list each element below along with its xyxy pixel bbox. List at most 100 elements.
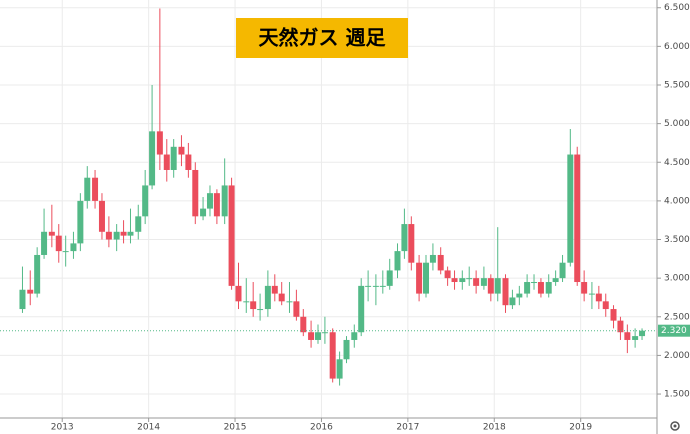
candle-body: [206, 193, 213, 209]
candle-body: [142, 185, 149, 217]
candle-body: [308, 332, 315, 340]
candle-body: [610, 309, 617, 321]
candle-body: [55, 235, 62, 252]
candle-body: [531, 282, 538, 284]
y-tick-label: 3.500: [664, 235, 690, 245]
y-tick-label: 6.000: [664, 42, 690, 52]
candle-body: [293, 301, 300, 317]
candle-body: [48, 231, 55, 236]
candle-body: [437, 254, 444, 271]
candle-body: [617, 320, 624, 333]
y-tick-label: 3.000: [664, 274, 690, 284]
candle-body: [321, 332, 328, 334]
candle-body: [372, 285, 379, 287]
candle-body: [163, 154, 170, 170]
x-tick-label: 2013: [51, 423, 74, 433]
chart-title: 天然ガス 週足: [259, 26, 387, 50]
y-tick-label: 5.000: [664, 119, 690, 129]
settings-icon[interactable]: [670, 421, 680, 431]
candle-body: [62, 251, 69, 253]
candle-body: [41, 231, 48, 255]
candle-body: [300, 316, 307, 333]
y-tick-label: 4.500: [664, 158, 690, 168]
candle-body: [639, 330, 646, 337]
x-tick-label: 2018: [483, 423, 506, 433]
candle-body: [264, 285, 271, 310]
candle-body: [343, 339, 350, 360]
candle-body: [92, 177, 99, 201]
candle-body: [314, 332, 321, 340]
candle-body: [19, 289, 26, 310]
candle-body: [170, 146, 177, 170]
candle-body: [70, 243, 77, 252]
y-tick-label: 2.000: [664, 351, 690, 361]
candle-body: [120, 231, 127, 236]
candle-body: [602, 301, 609, 310]
candle-body: [358, 285, 365, 333]
candle-body: [77, 200, 84, 244]
candle-body: [444, 270, 451, 279]
candle-body: [105, 231, 112, 240]
candle-body: [127, 231, 134, 236]
candle-body: [552, 278, 559, 283]
candle-body: [451, 278, 458, 283]
candle-body: [487, 278, 494, 294]
candle-body: [567, 154, 574, 263]
candle-body: [423, 262, 430, 294]
candle-body: [386, 270, 393, 286]
candle-body: [502, 278, 509, 306]
y-tick-label: 2.500: [664, 312, 690, 322]
candle-body: [98, 200, 105, 232]
candle-body: [624, 332, 631, 340]
candle-body: [379, 285, 386, 287]
candle-body: [84, 177, 91, 201]
candle-body: [574, 154, 581, 283]
candle-body: [581, 282, 588, 294]
candle-body: [34, 254, 41, 294]
candle-body: [221, 185, 228, 217]
y-tick-label: 5.500: [664, 80, 690, 90]
candle-body: [192, 169, 199, 217]
candle-body: [480, 278, 487, 286]
candles: [19, 8, 646, 386]
candle-body: [537, 282, 544, 294]
candle-body: [588, 293, 595, 295]
candle-body: [494, 278, 501, 294]
candle-body: [235, 285, 242, 302]
x-tick-label: 2019: [569, 423, 592, 433]
candle-body: [516, 293, 523, 298]
candle-body: [271, 285, 278, 294]
candle-body: [135, 216, 142, 232]
candle-body: [149, 131, 156, 186]
candle-body: [429, 254, 436, 263]
candle-body: [394, 251, 401, 271]
candle-body: [401, 224, 408, 252]
title-box: [236, 18, 408, 58]
price-label: 2.320: [661, 326, 687, 336]
x-tick-label: 2015: [224, 423, 247, 433]
candle-body: [178, 146, 185, 155]
x-tick-label: 2014: [137, 423, 160, 433]
y-tick-label: 4.000: [664, 196, 690, 206]
candle-body: [459, 278, 466, 283]
candle-body: [228, 185, 235, 286]
candle-body: [213, 193, 220, 217]
y-tick-label: 1.500: [664, 390, 690, 400]
candle-body: [113, 231, 120, 240]
candle-body: [365, 285, 372, 287]
price-label-box: [658, 324, 690, 337]
candle-body: [185, 154, 192, 170]
candle-body: [250, 301, 257, 310]
y-tick-label: 6.500: [664, 3, 690, 13]
candle-body: [156, 131, 163, 155]
candle-body: [632, 336, 639, 340]
candle-body: [278, 293, 285, 302]
candle-body: [524, 282, 531, 294]
candle-body: [200, 208, 207, 217]
candle-body: [257, 309, 264, 311]
candle-body: [416, 262, 423, 294]
x-tick-label: 2017: [396, 423, 419, 433]
x-tick-label: 2016: [310, 423, 333, 433]
candle-body: [408, 224, 415, 263]
